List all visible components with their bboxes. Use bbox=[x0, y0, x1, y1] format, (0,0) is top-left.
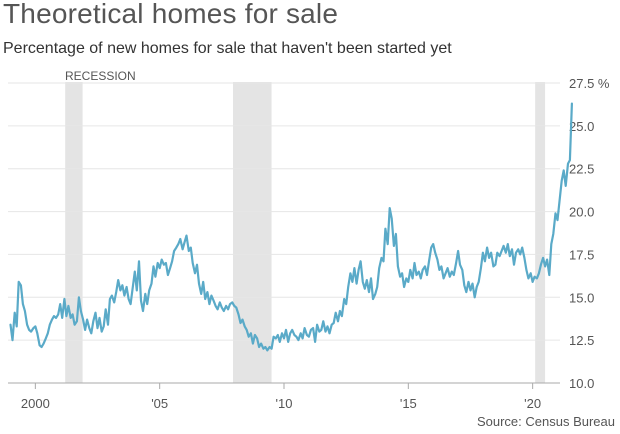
source-note: Source: Census Bureau bbox=[476, 414, 615, 429]
recession-annotation: RECESSION bbox=[65, 69, 136, 83]
series-layer bbox=[9, 102, 573, 352]
x-tick-label: '20 bbox=[524, 396, 541, 411]
y-tick-label: 17.5 bbox=[569, 247, 594, 262]
y-tick-label: 12.5 bbox=[569, 333, 594, 348]
y-tick-label: 15.0 bbox=[569, 290, 594, 305]
x-tick-label: 2000 bbox=[21, 396, 50, 411]
y-tick-label: 22.5 bbox=[569, 162, 594, 177]
y-tick-label: 27.5 % bbox=[569, 76, 610, 91]
y-tick-label: 25.0 bbox=[569, 119, 594, 134]
chart-title: Theoretical homes for sale bbox=[3, 0, 339, 29]
recession-band bbox=[233, 82, 272, 383]
recession-shading-layer bbox=[65, 82, 546, 383]
x-tick-label: '15 bbox=[400, 396, 417, 411]
recession-band bbox=[535, 82, 546, 383]
series-line bbox=[9, 102, 573, 352]
gridlines bbox=[8, 82, 560, 341]
x-tick-label: '05 bbox=[151, 396, 168, 411]
axis-layer: 10.0 12.5 15.0 17.5 20.0 22.5 25.0 27.5 % 2000 '0… bbox=[8, 76, 610, 411]
y-tick-label: 10.0 bbox=[569, 376, 594, 391]
x-tick-label: '10 bbox=[276, 396, 293, 411]
recession-band bbox=[65, 82, 83, 383]
y-tick-label: 20.0 bbox=[569, 205, 594, 220]
chart-subtitle: Percentage of new homes for sale that ha… bbox=[3, 40, 452, 57]
